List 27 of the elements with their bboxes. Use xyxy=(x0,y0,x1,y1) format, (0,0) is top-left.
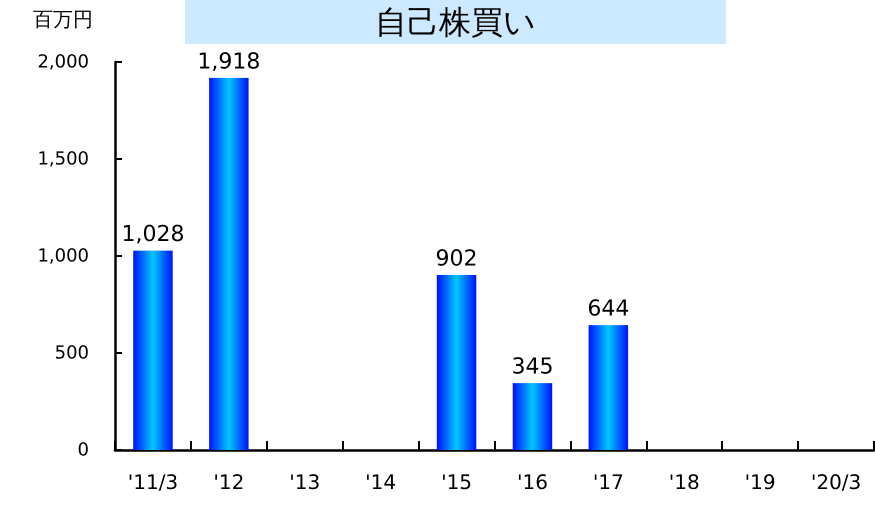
y-tick-label: 2,000 xyxy=(37,52,89,72)
chart-title: 自己株買い xyxy=(375,3,536,41)
y-tick-label: 1,500 xyxy=(37,148,89,170)
data-label: 1,918 xyxy=(197,49,260,74)
y-tick-label: 500 xyxy=(54,342,89,364)
y-tick-label: 1,000 xyxy=(37,246,89,266)
data-label: 345 xyxy=(511,354,554,380)
data-label: 902 xyxy=(436,246,478,272)
bar xyxy=(209,78,249,450)
x-tick-label: '17 xyxy=(592,470,624,494)
data-label: 1,028 xyxy=(121,222,184,248)
x-tick-label: '18 xyxy=(668,470,700,494)
y-tick-label: 0 xyxy=(78,440,89,460)
bar xyxy=(436,275,476,450)
x-tick-label: '20/3 xyxy=(810,470,862,494)
data-label: 644 xyxy=(587,296,630,322)
x-tick-label: '16 xyxy=(516,470,548,494)
x-tick-label: '19 xyxy=(744,470,776,494)
bar xyxy=(133,250,173,450)
x-tick-label: '12 xyxy=(213,470,244,494)
y-axis-title: 百万円 xyxy=(33,7,93,31)
x-tick-label: '11/3 xyxy=(128,470,178,494)
x-tick-label: '14 xyxy=(365,470,396,494)
x-tick-label: '13 xyxy=(289,470,320,494)
bar xyxy=(512,383,552,450)
bar xyxy=(588,325,628,450)
x-tick-label: '15 xyxy=(441,470,472,494)
